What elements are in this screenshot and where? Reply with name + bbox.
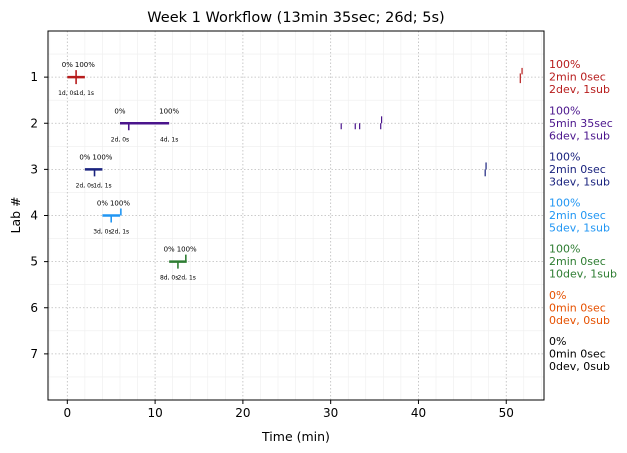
- x-tick-label: 30: [323, 406, 338, 420]
- y-tick-label: 1: [30, 70, 38, 84]
- lab-stat-line: 100%: [549, 58, 580, 71]
- lab-stat-line: 100%: [549, 150, 580, 163]
- sub-count-label: 4d, 1s: [160, 136, 178, 143]
- lab-stat-line: 0%: [549, 289, 566, 302]
- lab-stat-line: 0min 0sec: [549, 347, 606, 360]
- chart-marks: 0% 100%1d, 0s 1d, 1s0% 100%2d, 0s 4d, 1s0% 10…: [58, 61, 523, 282]
- lab-stat-line: 0%: [549, 335, 566, 348]
- x-tick-label: 0: [63, 406, 71, 420]
- end-pct-label: 100%: [159, 107, 179, 115]
- y-tick-label: 6: [30, 301, 38, 315]
- dev-count-label: 3d, 0s: [93, 229, 111, 236]
- end-pct-label: 100%: [92, 153, 112, 161]
- sub-count-label: 1d, 1s: [76, 90, 94, 97]
- y-tick-label: 2: [30, 116, 38, 130]
- lab-stat-line: 0dev, 0sub: [549, 360, 610, 373]
- start-pct-label: 0%: [62, 61, 73, 69]
- y-tick-label: 3: [30, 162, 38, 176]
- lab-stat-line: 100%: [549, 197, 580, 210]
- end-pct-label: 100%: [75, 61, 95, 69]
- lab-stat-line: 2min 0sec: [549, 71, 606, 84]
- y-tick-label: 5: [30, 255, 38, 269]
- start-pct-label: 0%: [79, 153, 90, 161]
- lab-stat-line: 6dev, 1sub: [549, 129, 610, 142]
- y-tick-label: 4: [30, 209, 38, 223]
- end-pct-label: 100%: [177, 246, 197, 254]
- lab-stat-line: 100%: [549, 243, 580, 256]
- sub-count-label: 2d, 1s: [111, 229, 129, 236]
- lab-stat-line: 0dev, 0sub: [549, 314, 610, 327]
- lab-stat-line: 2min 0sec: [549, 255, 606, 268]
- sub-count-label: 1d, 1s: [93, 182, 111, 189]
- x-axis-label: Time (min): [261, 429, 330, 444]
- lab-stat-line: 10dev, 1sub: [549, 268, 617, 281]
- lab-stat-line: 0min 0sec: [549, 301, 606, 314]
- start-pct-label: 0%: [97, 200, 108, 208]
- start-pct-label: 0%: [114, 107, 125, 115]
- sub-count-label: 2d, 1s: [178, 275, 196, 282]
- chart-title: Week 1 Workflow (13min 35sec; 26d; 5s): [147, 10, 444, 26]
- lab-stat-line: 5min 35sec: [549, 117, 613, 130]
- y-axis-label: Lab #: [8, 196, 23, 233]
- dev-count-label: 8d, 0s: [160, 275, 178, 282]
- x-tick-label: 10: [147, 406, 162, 420]
- dev-count-label: 2d, 0s: [111, 136, 129, 143]
- x-tick-label: 40: [411, 406, 426, 420]
- y-tick-label: 7: [30, 347, 38, 361]
- x-tick-label: 50: [499, 406, 514, 420]
- lab-stat-line: 2dev, 1sub: [549, 83, 610, 96]
- start-pct-label: 0%: [164, 246, 175, 254]
- lab-stat-line: 2min 0sec: [549, 209, 606, 222]
- dev-count-label: 2d, 0s: [76, 182, 94, 189]
- lab-stat-line: 5dev, 1sub: [549, 222, 610, 235]
- lab-stat-line: 2min 0sec: [549, 163, 606, 176]
- dev-count-label: 1d, 0s: [58, 90, 76, 97]
- lab-stat-line: 100%: [549, 104, 580, 117]
- end-pct-label: 100%: [110, 200, 130, 208]
- axis-ticks: 0 10 20 30 40 50 1 2 3 4 5 6 7: [30, 70, 514, 420]
- lab-stat-line: 3dev, 1sub: [549, 175, 610, 188]
- x-tick-label: 20: [235, 406, 250, 420]
- grid: [48, 31, 544, 400]
